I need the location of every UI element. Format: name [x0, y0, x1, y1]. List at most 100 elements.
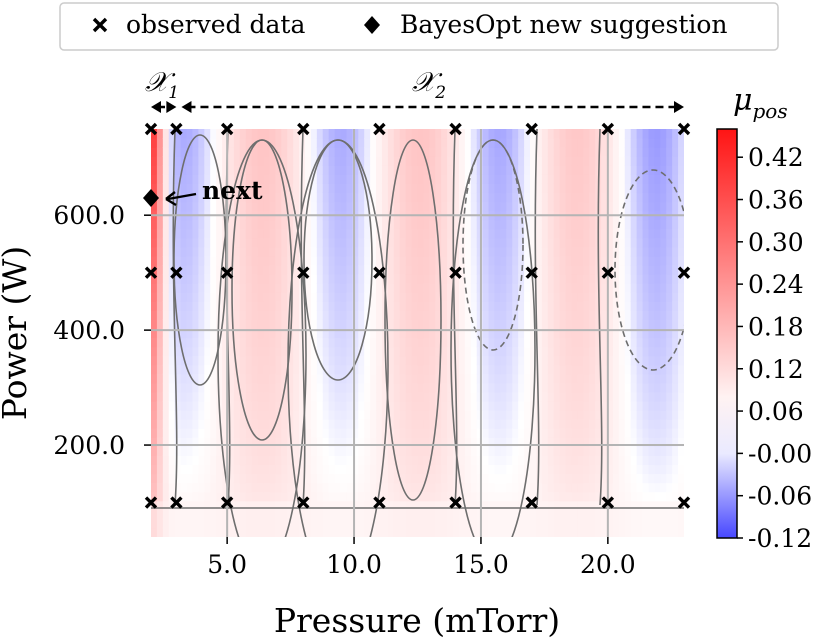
heat-cell — [565, 147, 573, 157]
heat-cell — [464, 138, 472, 148]
heat-cell — [239, 355, 247, 366]
heat-cell — [482, 246, 490, 257]
heat-cell — [494, 437, 502, 447]
heat-cell — [565, 246, 573, 257]
heat-cell — [571, 129, 578, 139]
heat-cell — [180, 482, 188, 493]
heat-cell — [269, 319, 276, 330]
contour-line — [217, 139, 307, 537]
heat-cell — [322, 319, 330, 330]
heat-cell — [370, 283, 377, 293]
heat-cell — [222, 482, 229, 493]
heat-cell — [435, 482, 442, 493]
heat-cell — [162, 527, 170, 537]
heat-cell — [630, 527, 638, 537]
heat-cell — [174, 283, 182, 293]
heat-cell — [624, 237, 632, 248]
heat-cell — [192, 473, 199, 484]
heat-cell — [571, 355, 578, 366]
heat-cell — [524, 147, 531, 157]
heat-cell — [429, 391, 436, 402]
heat-cell — [328, 473, 336, 484]
heat-cell — [648, 228, 655, 239]
heat-cell — [263, 201, 271, 212]
heat-cell — [352, 165, 359, 175]
heat-cell — [346, 455, 353, 466]
heat-cell — [210, 401, 217, 411]
heat-cell — [227, 228, 235, 239]
heat-cell — [447, 527, 454, 537]
heat-cell — [630, 165, 638, 175]
heat-cell — [399, 364, 407, 375]
heat-cell — [222, 201, 229, 212]
heat-cell — [227, 246, 235, 257]
heat-cell — [530, 129, 537, 139]
heat-cell — [636, 192, 644, 203]
heat-cell — [352, 328, 359, 339]
heat-cell — [346, 310, 353, 320]
heat-cell — [417, 373, 425, 384]
heat-cell — [257, 328, 265, 339]
heat-cell — [464, 364, 472, 375]
heat-cell — [186, 382, 194, 393]
heat-cell — [316, 455, 324, 466]
heat-cell — [571, 509, 578, 520]
heat-cell — [239, 129, 247, 139]
heat-cell — [553, 174, 561, 184]
heat-cell — [654, 491, 661, 502]
heat-cell — [660, 455, 667, 466]
heat-cell — [245, 246, 253, 257]
heat-cell — [666, 219, 673, 230]
heat-cell — [251, 446, 259, 456]
heat-cell — [310, 265, 318, 275]
heat-cell — [494, 129, 502, 139]
heat-cell — [151, 292, 158, 302]
heat-cell — [322, 419, 330, 429]
heat-cell — [381, 373, 389, 384]
heat-cell — [405, 156, 413, 166]
heat-cell — [198, 283, 205, 293]
heat-cell — [239, 455, 247, 466]
heat-cell — [553, 292, 561, 302]
heat-cell — [678, 455, 684, 466]
heat-cell — [577, 165, 584, 175]
heat-cell — [370, 301, 377, 311]
heat-cell — [352, 401, 359, 411]
heat-cell — [376, 328, 383, 339]
heat-cell — [666, 364, 673, 375]
heat-cell — [275, 355, 282, 366]
heat-cell — [553, 500, 561, 511]
heat-cell — [518, 174, 525, 184]
heat-cell — [464, 156, 472, 166]
heat-cell — [642, 473, 650, 484]
heat-cell — [233, 228, 241, 239]
heat-cell — [370, 138, 377, 148]
heat-cell — [559, 401, 567, 411]
heat-cell — [387, 219, 395, 230]
heat-cell — [405, 373, 413, 384]
heat-cell — [376, 255, 383, 266]
heat-cell — [660, 355, 667, 366]
heat-cell — [524, 518, 531, 529]
heat-cell — [192, 192, 199, 203]
heat-cell — [595, 364, 602, 375]
next-annotation: next — [165, 176, 263, 207]
heat-cell — [322, 473, 330, 484]
heat-cell — [293, 301, 300, 311]
heat-cell — [470, 192, 478, 203]
heat-cell — [198, 301, 205, 311]
heat-cell — [642, 274, 650, 284]
heat-cell — [275, 129, 282, 139]
heat-cell — [435, 509, 442, 520]
heat-cell — [174, 518, 182, 529]
heat-cell — [198, 147, 205, 157]
heat-cell — [417, 337, 425, 348]
heat-cell — [186, 328, 194, 339]
heat-cell — [239, 509, 247, 520]
heat-cell — [310, 174, 318, 184]
heat-cell — [168, 201, 176, 212]
heat-cell — [636, 464, 644, 475]
heat-cell — [216, 228, 223, 239]
heat-cell — [607, 138, 614, 148]
heat-cell — [411, 255, 419, 266]
